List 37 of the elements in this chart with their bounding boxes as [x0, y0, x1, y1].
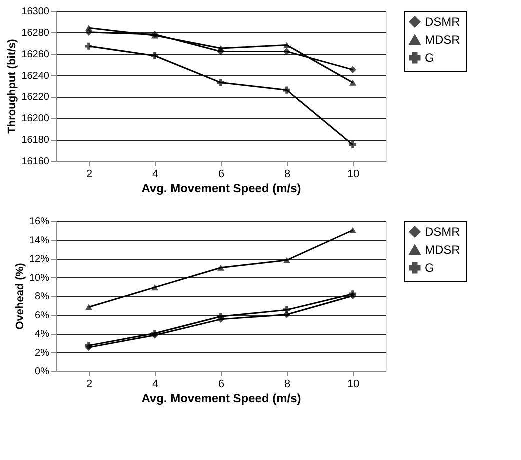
legend-label: G — [425, 51, 434, 65]
y-tick-label: 12% — [29, 254, 50, 265]
y-tick-label: 16180 — [22, 135, 50, 146]
x-tick-label: 8 — [284, 168, 291, 180]
y-tick-label: 4% — [35, 329, 50, 340]
y-tick-label: 16260 — [22, 49, 50, 60]
y-tick-label: 10% — [29, 272, 50, 284]
y-tick-label: 16240 — [22, 70, 50, 82]
y-tick-label: 16300 — [22, 6, 50, 18]
y-tick-label: 16200 — [22, 114, 50, 125]
y-axis-title: Throughput (bit/s) — [6, 38, 19, 134]
legend-label: DSMR — [425, 225, 461, 239]
y-tick-label: 16220 — [22, 92, 50, 104]
y-tick-label: 6% — [35, 310, 50, 322]
y-tick-label: 2% — [35, 348, 50, 359]
x-tick-label: 4 — [152, 168, 159, 180]
y-tick-label: 16160 — [22, 156, 50, 168]
x-axis-title: Avg. Movement Speed (m/s) — [142, 392, 302, 406]
y-tick-label: 16280 — [22, 28, 50, 39]
x-tick-label: 2 — [86, 378, 93, 390]
legend-label: G — [425, 261, 434, 275]
x-tick-label: 6 — [218, 168, 225, 180]
y-tick-label: 0% — [35, 366, 50, 378]
x-tick-label: 2 — [86, 168, 93, 180]
legend-label: MDSR — [425, 243, 461, 257]
legend-label: DSMR — [425, 15, 461, 29]
y-tick-label: 8% — [35, 292, 50, 302]
x-tick-label: 10 — [347, 378, 360, 390]
y-tick-label: 14% — [29, 235, 50, 246]
y-tick-label: 16% — [29, 216, 50, 228]
y-axis-title: Ovehead (%) — [14, 262, 26, 330]
x-tick-label: 4 — [152, 378, 159, 390]
x-tick-label: 10 — [347, 168, 360, 180]
x-tick-label: 8 — [284, 378, 291, 390]
x-tick-label: 6 — [218, 378, 225, 390]
x-axis-title: Avg. Movement Speed (m/s) — [142, 182, 302, 196]
legend-label: MDSR — [425, 33, 461, 47]
